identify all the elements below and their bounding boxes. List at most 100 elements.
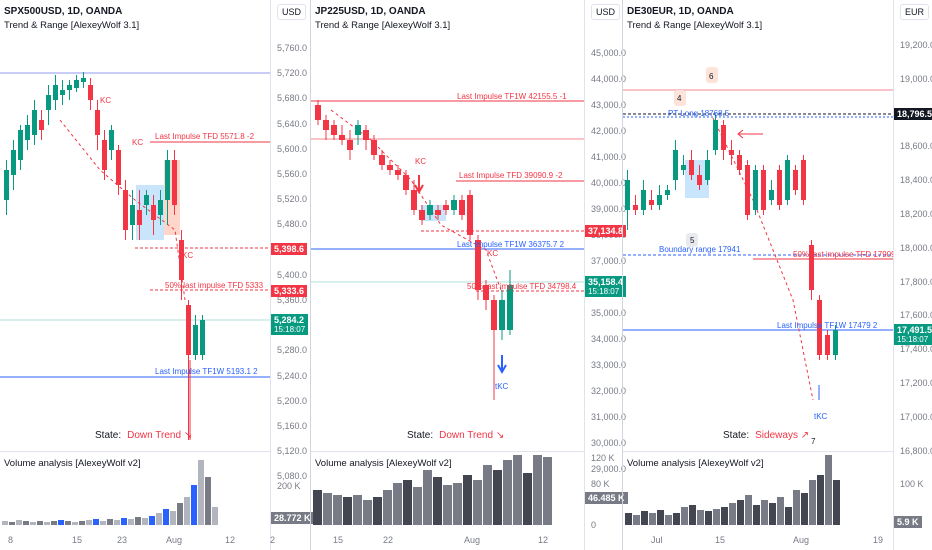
jp-kc-1: KC — [415, 157, 426, 166]
jp225-currency-button[interactable]: USD — [591, 4, 621, 20]
spx-price-label: 5,160.0 — [277, 421, 308, 431]
de-volume-bar — [625, 513, 632, 525]
chart-panel-de30[interactable]: 6 4 PT Long 18768.5 5 Boundary range 179… — [623, 0, 932, 550]
jp225-price-label: 37,000.0 — [591, 256, 627, 266]
spx-state-label: State: — [95, 430, 122, 441]
spx-weekly-label: Last Impulse TF1W 5193.1 2 — [155, 367, 258, 376]
de30-price-label: 17,800.0 — [900, 276, 932, 287]
de-volume-bar — [665, 515, 672, 525]
spx-volume-bar — [198, 460, 204, 525]
jp-volume-bar — [463, 475, 472, 525]
de30-price-label: 17,600.0 — [900, 310, 932, 321]
spx-volume-bar — [37, 521, 43, 525]
spx-price-label: 5,480.0 — [277, 219, 308, 230]
de-candle — [729, 150, 734, 155]
spx-price-label: 5,080.0 — [277, 471, 308, 482]
spx-candle — [123, 190, 128, 230]
de-candle — [649, 200, 654, 205]
spx-candle — [151, 205, 156, 220]
spx-volume-bar — [184, 497, 190, 525]
de30-indicator-name[interactable]: Trend & Range [AlexeyWolf 3.1] — [627, 20, 763, 31]
de30-price-axis[interactable]: EUR 19,200.019,000.018,800.018,600.018,4… — [893, 0, 932, 550]
spx-candle — [39, 120, 44, 130]
jp-candle — [419, 210, 425, 220]
jp-volume-bar — [333, 495, 342, 525]
jp-volume-bar — [483, 465, 492, 525]
de30-price-label: 19,000.0 — [900, 73, 932, 84]
de-volume-bar — [737, 500, 744, 525]
spx-price-label: 5,200.0 — [277, 395, 308, 406]
de-volume-bar — [689, 505, 696, 525]
spx-pane-separator[interactable] — [0, 451, 270, 452]
chart-panel-jp225[interactable]: Last Impulse TF1W 42155.5 -1 KC Last Imp… — [311, 0, 628, 550]
jp225-pane-separator[interactable] — [311, 451, 584, 452]
jp-weekly-impulse-label: Last Impulse TF1W 42155.5 -1 — [457, 92, 567, 101]
jp-candle — [371, 140, 377, 155]
de-volume-bar — [721, 507, 728, 525]
spx-volume-bar — [177, 503, 183, 525]
jp-volume-bar — [473, 480, 482, 525]
spx-price-label: 5,240.0 — [277, 370, 308, 381]
spx-volume-bar — [170, 511, 176, 525]
jp225-price-label: 39,000.0 — [591, 204, 627, 214]
jp225-xtick-2: 22 — [383, 535, 394, 545]
jp225-price-badge-current: 35,158.4 15:18:07 — [585, 276, 627, 297]
de-volume-bar — [801, 493, 808, 525]
jp225-symbol-title[interactable]: JP225USD, 1D, OANDA — [315, 6, 426, 17]
de30-symbol-title[interactable]: DE30EUR, 1D, OANDA — [627, 6, 734, 17]
jp225-indicator-name[interactable]: Trend & Range [AlexeyWolf 3.1] — [315, 20, 451, 31]
spx-candle — [60, 90, 65, 95]
spx-candle — [102, 140, 107, 170]
de30-currency-button[interactable]: EUR — [900, 4, 930, 20]
spx-price-label: 5,560.0 — [277, 169, 308, 179]
spx-price-label: 5,600.0 — [277, 143, 308, 154]
jp-candle — [315, 105, 321, 120]
jp-candle — [483, 285, 489, 300]
jp-volume-bars — [313, 455, 552, 525]
de-candle — [777, 170, 782, 205]
spx-volume-title[interactable]: Volume analysis [AlexeyWolf v2] — [4, 458, 141, 469]
de30-current-price: 17,491.5 — [897, 325, 932, 335]
jp-candle — [499, 300, 505, 330]
jp-kc-2: KC — [487, 249, 498, 258]
spx-price-axis[interactable]: USD 5,760.0 5,720.0 5,680.0 5,640.0 5,600.0 5… — [270, 0, 314, 550]
de30-pane-separator[interactable] — [623, 451, 893, 452]
spx-plot-area[interactable]: KC KC Last Impulse TFD 5571.8 -2 KC 50% … — [0, 0, 270, 550]
de-candle — [697, 175, 702, 185]
de30-state: State: Sideways ↗ — [723, 430, 809, 441]
spx-indicator-name[interactable]: Trend & Range [AlexeyWolf 3.1] — [4, 20, 140, 31]
spx-candle — [81, 78, 86, 82]
spx-volume-bar — [128, 519, 134, 525]
jp225-price-label: 29,000.0 — [591, 464, 627, 474]
jp225-price-axis[interactable]: USD 45,000.0 44,000.0 43,000.0 42,000.0 41,0… — [584, 0, 628, 550]
spx-currency-button[interactable]: USD — [277, 4, 307, 20]
de30-plot-area[interactable]: 6 4 PT Long 18768.5 5 Boundary range 179… — [623, 0, 893, 550]
de-marker-5 — [686, 233, 698, 247]
spx-price-label: 5,520.0 — [277, 194, 308, 205]
de30-price-badge-18796: 18,796.5 — [894, 108, 932, 120]
panel-divider-1[interactable] — [310, 0, 311, 550]
jp-candle — [347, 140, 353, 150]
jp225-plot-area[interactable]: Last Impulse TF1W 42155.5 -1 KC Last Imp… — [311, 0, 584, 550]
de-volume-bar — [641, 511, 648, 525]
spx-volume-bar — [30, 522, 36, 525]
de-candle — [785, 160, 790, 200]
jp-volume-bar — [353, 495, 362, 525]
jp-volume-bar — [323, 493, 332, 525]
jp225-xtick-4: 12 — [538, 535, 549, 545]
spx-price-label: 5,720.0 — [277, 68, 308, 79]
jp-candle — [323, 120, 329, 130]
spx-candle — [200, 320, 205, 355]
spx-candle — [25, 125, 30, 140]
panel-divider-2[interactable] — [622, 0, 623, 550]
spx-volume-bars — [2, 460, 218, 525]
jp-volume-bar — [373, 497, 382, 525]
de-candle — [713, 120, 718, 150]
spx-symbol-title[interactable]: SPX500USD, 1D, OANDA — [4, 6, 123, 17]
de-candle — [761, 170, 766, 210]
jp225-price-label: 30,000.0 — [591, 438, 627, 448]
de30-volume-title[interactable]: Volume analysis [AlexeyWolf v2] — [627, 458, 764, 469]
chart-panel-spx[interactable]: KC KC Last Impulse TFD 5571.8 -2 KC 50% … — [0, 0, 314, 550]
spx-candle — [179, 240, 184, 280]
jp225-volume-title[interactable]: Volume analysis [AlexeyWolf v2] — [315, 458, 452, 469]
